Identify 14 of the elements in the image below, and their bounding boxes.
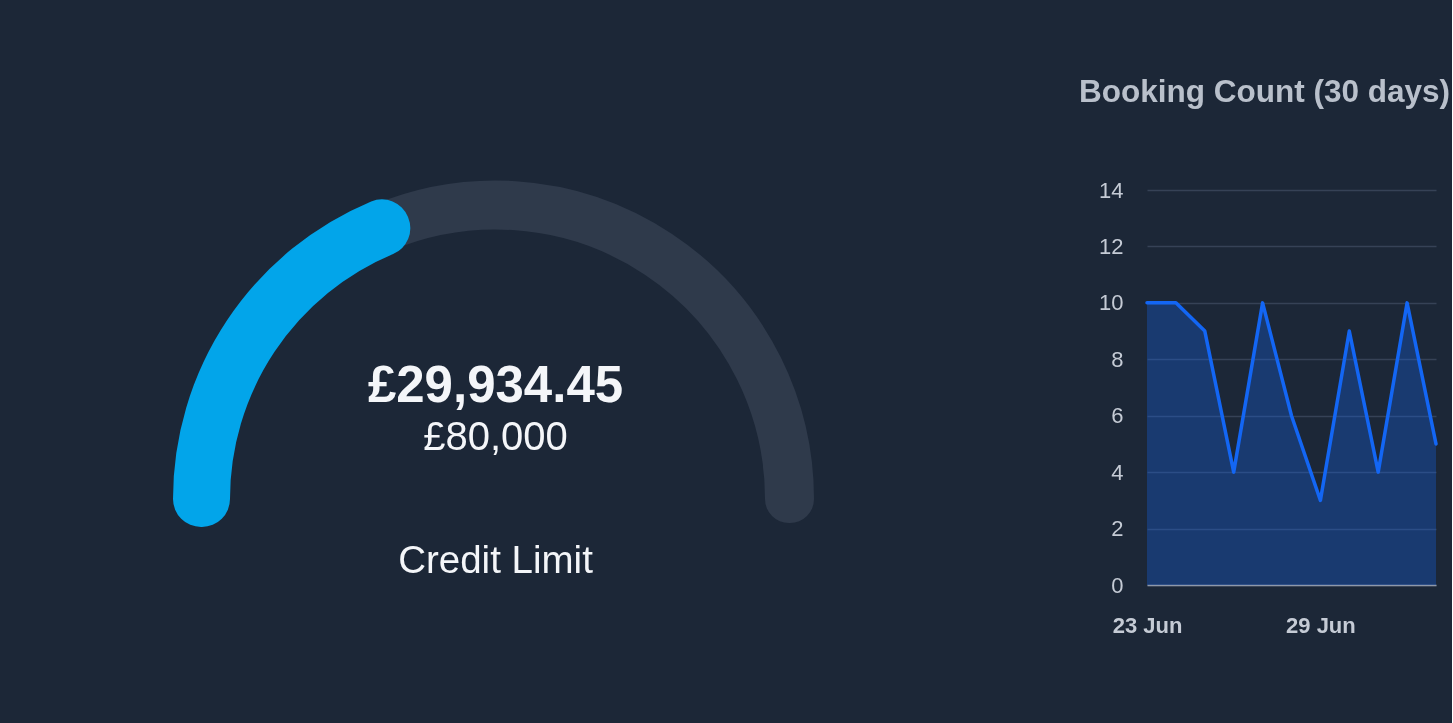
chart-title: Booking Count (30 days) <box>1079 72 1451 109</box>
x-tick-label: 29 Jun <box>1286 612 1356 638</box>
text: £80,000 <box>423 414 568 458</box>
y-tick-label: 2 <box>1111 516 1124 542</box>
text: Credit Limit <box>398 538 594 581</box>
y-tick-label: 0 <box>1111 572 1124 598</box>
text: £29,934.45 <box>367 356 624 413</box>
y-tick-label: 4 <box>1111 459 1124 485</box>
y-tick-label: 6 <box>1111 403 1124 429</box>
y-tick-label: 8 <box>1111 346 1124 372</box>
y-tick-label: 10 <box>1099 290 1124 316</box>
y-tick-label: 14 <box>1099 177 1124 203</box>
x-tick-label: 23 Jun <box>1112 612 1183 638</box>
y-tick-label: 12 <box>1099 233 1124 259</box>
